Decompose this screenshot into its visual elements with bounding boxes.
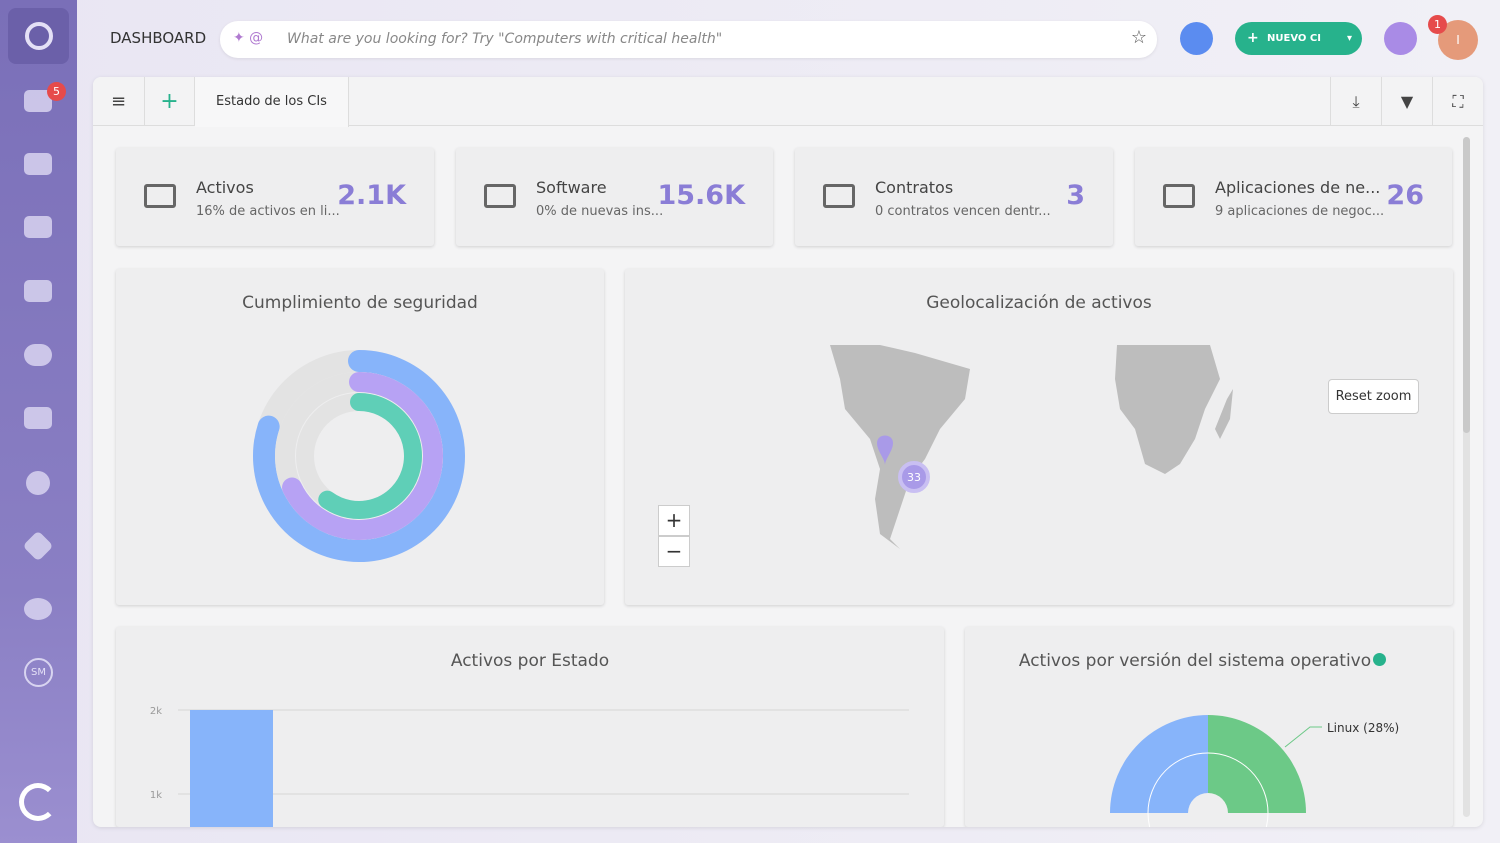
nav-database[interactable]: [24, 344, 52, 366]
card-value: 15.6K: [657, 180, 745, 211]
map: 33: [830, 345, 1233, 549]
nav-contracts[interactable]: [24, 216, 52, 238]
card-title: Contratos: [875, 178, 954, 197]
card-title: Software: [536, 178, 607, 197]
page-title: DASHBOARD: [110, 29, 207, 47]
label-line: [1284, 726, 1322, 748]
notification-count: 1: [1428, 15, 1447, 34]
pie-ring: [1147, 752, 1269, 827]
favorite-icon[interactable]: ☆: [1130, 27, 1147, 48]
zoom-in-button[interactable]: +: [658, 505, 690, 536]
download-button[interactable]: ⤓: [1330, 77, 1381, 126]
nav-stock[interactable]: [24, 280, 52, 302]
y-tick-label: 1k: [150, 790, 162, 801]
notifications-button[interactable]: [1180, 22, 1213, 55]
filter-button[interactable]: ▼: [1381, 77, 1432, 126]
status-panel: Activos por Estado 1k 2k: [116, 627, 944, 827]
info-icon[interactable]: [1373, 653, 1386, 666]
nav-apps[interactable]: [24, 153, 52, 175]
search-box[interactable]: ✦ @ What are you looking for? Try "Compu…: [220, 21, 1157, 58]
card-icon: [823, 184, 855, 208]
nav-settings[interactable]: [24, 598, 52, 620]
kpi-card[interactable]: Contratos 0 contratos vencen dentr... 3: [795, 148, 1113, 246]
badge: 5: [47, 82, 66, 101]
card-title: Aplicaciones de ne...: [1215, 178, 1381, 197]
os-pie: [1110, 715, 1322, 827]
tab-active[interactable]: Estado de los CIs: [195, 77, 349, 127]
location-pin[interactable]: [877, 435, 893, 466]
ring-arc: [282, 372, 443, 540]
panel-title: Geolocalización de activos: [926, 293, 1152, 313]
search-placeholder: What are you looking for? Try "Computers…: [287, 31, 723, 47]
card-value: 26: [1386, 180, 1424, 211]
new-ci-button[interactable]: NUEVO CI + ▾: [1235, 22, 1362, 55]
search-icon: ✦ @: [233, 30, 264, 46]
slice-label: Linux (28%): [1327, 721, 1400, 735]
ring-arc: [253, 350, 465, 562]
tab-bar: ≡ + Estado de los CIs ⤓ ▼ ⛶: [93, 77, 1483, 127]
kpi-card[interactable]: Aplicaciones de ne... 9 aplicaciones de n…: [1135, 148, 1452, 246]
geo-panel: Geolocalización de activos 33 Reset zoom…: [625, 269, 1453, 605]
card-value: 2.1K: [337, 180, 406, 211]
new-ci-label: NUEVO CI: [1267, 33, 1321, 44]
menu-button[interactable]: ≡: [93, 77, 145, 126]
pie-hole: [1188, 793, 1228, 827]
kpi-card[interactable]: Activos 16% de activos en li... 2.1K: [116, 148, 434, 246]
card-subtitle: 16% de activos en li...: [196, 204, 340, 219]
nav-history[interactable]: [26, 471, 50, 495]
zoom-out-button[interactable]: −: [658, 536, 690, 567]
y-tick-label: 2k: [150, 706, 162, 717]
ring-arc: [318, 393, 422, 519]
card-subtitle: 9 aplicaciones de negoc...: [1215, 204, 1385, 219]
sidebar: 5 SM: [0, 0, 77, 843]
nav-sm[interactable]: SM: [24, 658, 53, 687]
south-america: [830, 345, 970, 549]
nav-ai[interactable]: [22, 530, 54, 562]
bar: [190, 710, 273, 827]
card-subtitle: 0 contratos vencen dentr...: [875, 204, 1051, 219]
cluster-marker[interactable]: [898, 461, 930, 493]
kpi-card[interactable]: Software 0% de nuevas ins... 15.6K: [456, 148, 773, 246]
logo: [19, 783, 57, 821]
fullscreen-button[interactable]: ⛶: [1432, 77, 1483, 126]
donut-chart: [253, 350, 465, 562]
nav-packages[interactable]: [24, 407, 52, 429]
africa: [1115, 345, 1220, 474]
security-panel: Cumplimiento de seguridad: [116, 269, 604, 605]
add-tab-button[interactable]: +: [145, 77, 195, 126]
nav-dashboard[interactable]: [8, 8, 69, 64]
cluster-count: 33: [907, 471, 921, 484]
card-subtitle: 0% de nuevas ins...: [536, 204, 664, 219]
tags-button[interactable]: [1384, 22, 1417, 55]
card-title: Activos: [196, 178, 254, 197]
card-value: 3: [1066, 180, 1085, 211]
nav-devices[interactable]: [24, 90, 52, 112]
panel-title: Cumplimiento de seguridad: [242, 293, 478, 313]
scrollbar: [1463, 137, 1470, 817]
card-icon: [1163, 184, 1195, 208]
panel-title: Activos por Estado: [450, 651, 610, 671]
pie-slice: [1110, 715, 1208, 813]
bar-chart: 1k 2k: [150, 706, 909, 827]
card-icon: [144, 184, 176, 208]
reset-zoom-button[interactable]: Reset zoom: [1328, 379, 1419, 414]
os-panel: Activos por versión del sistema operativ…: [965, 627, 1453, 827]
main-panel: ≡ + Estado de los CIs ⤓ ▼ ⛶ Activos 16% d…: [93, 77, 1483, 827]
panel-title: Activos por versión del sistema operativ…: [1018, 651, 1372, 671]
madagascar: [1215, 389, 1233, 439]
pie-slice: [1208, 715, 1306, 813]
card-icon: [484, 184, 516, 208]
